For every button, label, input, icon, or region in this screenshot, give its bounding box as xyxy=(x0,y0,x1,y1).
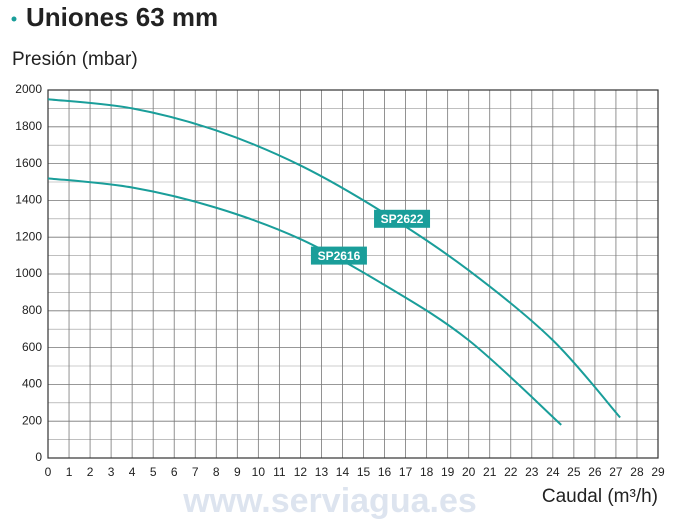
watermark: www.serviagua.es xyxy=(182,482,477,520)
y-tick-label: 1000 xyxy=(15,266,42,280)
x-tick-label: 29 xyxy=(651,465,665,479)
x-tick-label: 24 xyxy=(546,465,560,479)
y-tick-label: 2000 xyxy=(15,82,42,96)
x-tick-label: 4 xyxy=(129,465,136,479)
x-tick-label: 1 xyxy=(66,465,73,479)
x-tick-label: 9 xyxy=(234,465,241,479)
x-tick-label: 23 xyxy=(525,465,539,479)
x-tick-label: 5 xyxy=(150,465,157,479)
x-tick-label: 16 xyxy=(378,465,392,479)
x-tick-label: 26 xyxy=(588,465,602,479)
x-tick-label: 19 xyxy=(441,465,455,479)
y-tick-label: 600 xyxy=(22,340,42,354)
y-tick-label: 800 xyxy=(22,303,42,317)
series-line xyxy=(47,177,562,426)
series-tag xyxy=(310,246,367,265)
x-tick-label: 21 xyxy=(483,465,497,479)
y-tick-label: 1600 xyxy=(15,156,42,170)
y-tick-label: 0 xyxy=(35,450,42,464)
x-tick-label: 2 xyxy=(87,465,94,479)
x-tick-label: 6 xyxy=(171,465,178,479)
x-tick-label: 28 xyxy=(630,465,644,479)
y-axis-label: Presión (mbar) xyxy=(12,49,138,70)
chart-title: Uniones 63 mm xyxy=(26,2,218,32)
x-tick-label: 17 xyxy=(399,465,413,479)
x-tick-label: 11 xyxy=(273,465,286,479)
y-tick-label: 200 xyxy=(22,413,42,427)
x-tick-label: 12 xyxy=(294,465,308,479)
title-bullet xyxy=(11,16,17,22)
legend-label: SP2622 xyxy=(381,212,424,226)
x-tick-label: 0 xyxy=(45,465,52,479)
x-tick-label: 18 xyxy=(420,465,434,479)
x-tick-label: 10 xyxy=(252,465,266,479)
y-tick-label: 1400 xyxy=(15,193,42,207)
series-line xyxy=(47,98,621,419)
x-tick-label: 3 xyxy=(108,465,115,479)
y-tick-label: 1800 xyxy=(15,119,42,133)
x-axis-label: Caudal (m³/h) xyxy=(542,486,658,507)
x-tick-label: 25 xyxy=(567,465,581,479)
plot-frame xyxy=(47,89,659,459)
y-tick-label: 1200 xyxy=(15,229,42,243)
series-tag xyxy=(374,209,431,228)
legend-label: SP2616 xyxy=(318,249,361,263)
y-tick-label: 400 xyxy=(22,377,42,391)
x-tick-label: 14 xyxy=(336,465,350,479)
x-tick-label: 8 xyxy=(213,465,220,479)
x-tick-label: 22 xyxy=(504,465,518,479)
x-tick-label: 7 xyxy=(192,465,199,479)
x-tick-label: 13 xyxy=(315,465,329,479)
x-tick-label: 20 xyxy=(462,465,476,479)
x-tick-label: 15 xyxy=(357,465,371,479)
x-tick-label: 27 xyxy=(609,465,623,479)
